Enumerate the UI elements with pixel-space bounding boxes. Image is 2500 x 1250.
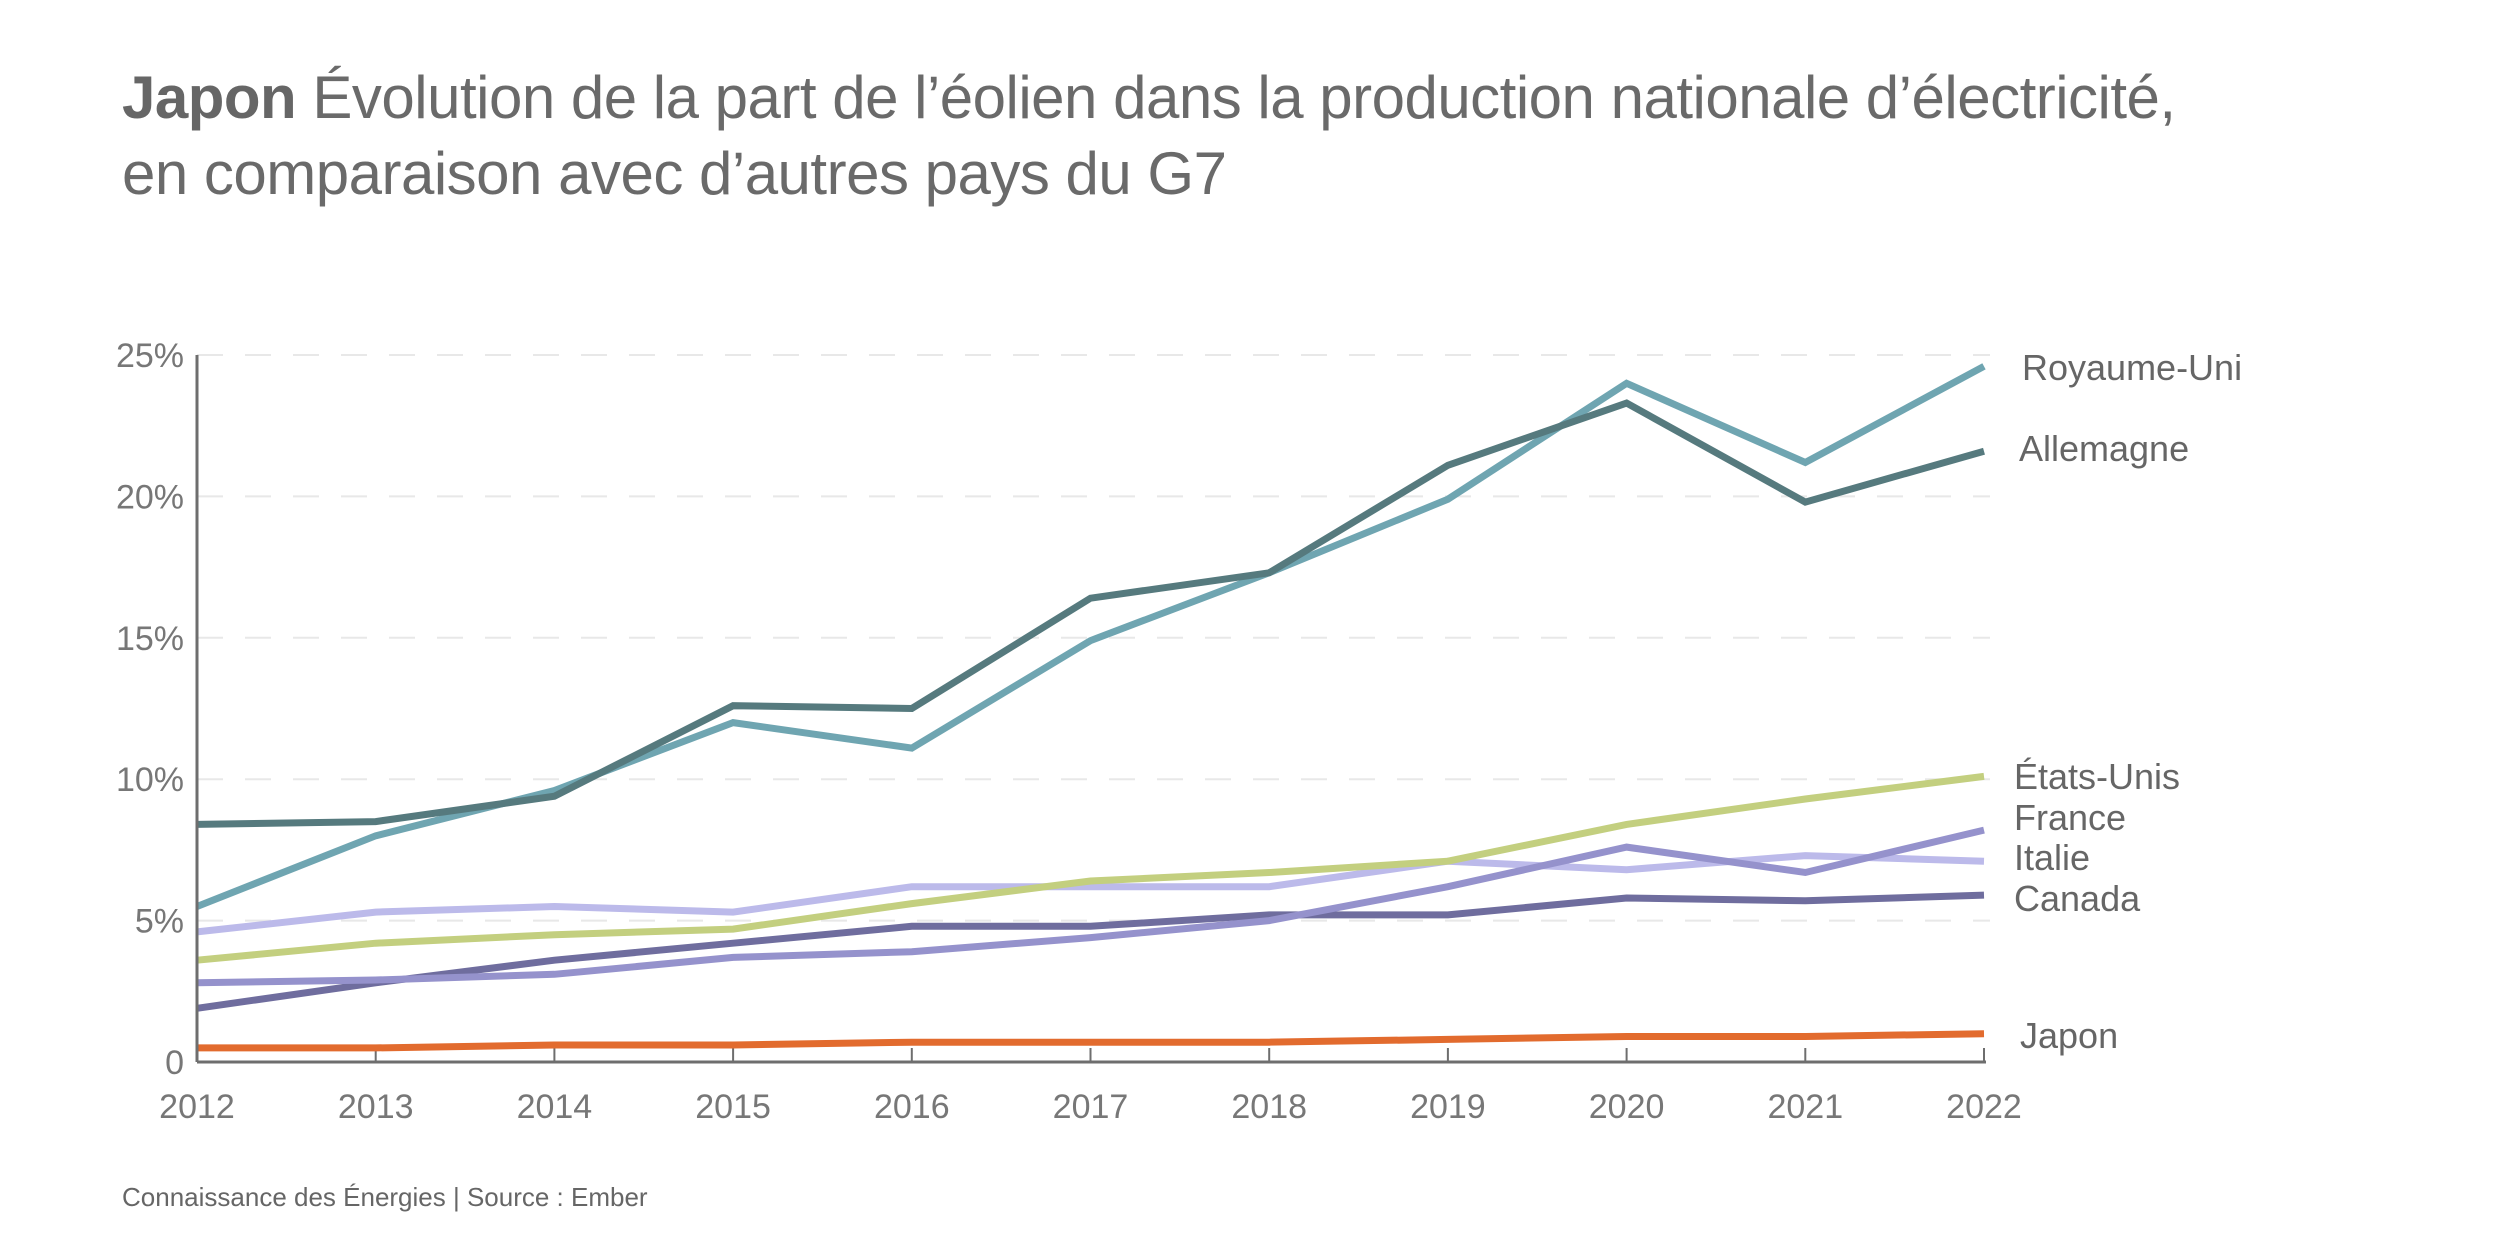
series-line-japon [197, 1030, 1985, 1052]
y-tick-label: 5% [135, 903, 184, 941]
x-tick-label: 2015 [695, 1088, 771, 1126]
series-line-allemagne [196, 399, 1985, 828]
y-tick-label: 20% [116, 478, 184, 516]
series-line-royaume-uni [195, 363, 1986, 910]
x-axis-ticks: 2012 2013 2014 2015 2016 2017 2018 2019 2020 2021… [159, 1048, 2022, 1126]
x-tick-label: 2014 [517, 1088, 593, 1126]
y-tick-label: 25% [116, 337, 184, 375]
x-tick-label: 2018 [1231, 1088, 1307, 1126]
chart-title-line1: Évolution de la part de l’éolien dans la… [312, 64, 2176, 131]
series-label-france: France [2014, 797, 2126, 838]
x-tick-label: 2019 [1410, 1088, 1486, 1126]
x-tick-label: 2016 [874, 1088, 950, 1126]
chart-title: Japon Évolution de la part de l’éolien d… [122, 60, 2422, 212]
gridlines [197, 354, 1990, 922]
series-label-etats-unis: États-Unis [2014, 756, 2180, 797]
series-line-etats-unis [196, 772, 1985, 964]
y-tick-label: 0 [165, 1044, 184, 1082]
x-tick-label: 2020 [1589, 1088, 1665, 1126]
x-tick-label: 2022 [1946, 1088, 2022, 1126]
series-label-allemagne: Allemagne [2019, 428, 2189, 469]
series-label-japon: Japon [2020, 1015, 2118, 1056]
x-tick-label: 2013 [338, 1088, 414, 1126]
y-tick-label: 10% [116, 761, 184, 799]
x-tick-label: 2017 [1053, 1088, 1129, 1126]
series-lines [195, 363, 1986, 1052]
source-footer: Connaissance des Énergies | Source : Emb… [122, 1182, 648, 1212]
chart-title-bold: Japon [122, 64, 297, 131]
series-label-italie: Italie [2014, 837, 2090, 878]
series-line-canada [196, 891, 1985, 1012]
y-axis-ticks: 0 5% 10% 15% 20% 25% [116, 337, 184, 1082]
x-tick-label: 2012 [159, 1088, 235, 1126]
series-label-royaume-uni: Royaume-Uni [2022, 347, 2242, 388]
series-line-france [196, 826, 1985, 987]
series-line-italie [196, 852, 1985, 936]
chart-title-line2: en comparaison avec d’autres pays du G7 [122, 140, 1227, 207]
y-tick-label: 15% [116, 620, 184, 658]
series-labels: Royaume-Uni Allemagne États-UnisFranceItal… [2014, 347, 2242, 1056]
series-label-canada: Canada [2014, 878, 2141, 919]
x-tick-label: 2021 [1767, 1088, 1843, 1126]
